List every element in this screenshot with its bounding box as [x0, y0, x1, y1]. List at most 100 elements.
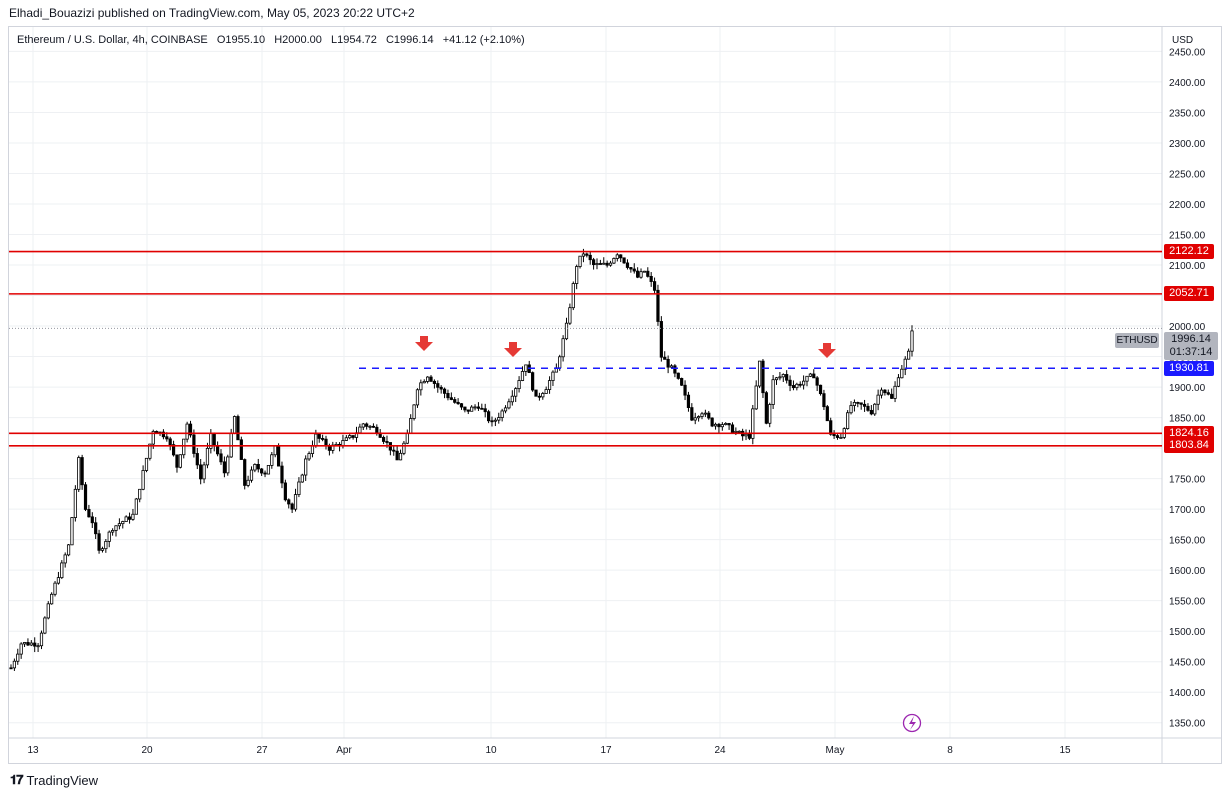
candle-body — [710, 417, 714, 427]
candle-body — [9, 667, 13, 670]
x-tick-label: 27 — [256, 745, 268, 756]
countdown-value: 01:37:14 — [1169, 346, 1213, 358]
candle-body — [500, 410, 504, 418]
candle-body — [761, 360, 765, 394]
candle-body — [592, 259, 596, 266]
candle-body — [212, 432, 216, 446]
candle-body — [768, 404, 772, 424]
candle-body — [476, 406, 481, 409]
candle-body — [219, 453, 223, 463]
candle-body — [222, 461, 226, 474]
candle-body — [520, 371, 525, 381]
candle-body — [33, 642, 37, 647]
candle-body — [188, 423, 193, 436]
candle-body — [673, 365, 677, 374]
candle-body — [168, 438, 172, 446]
y-tick-label: 2250.00 — [1169, 169, 1206, 180]
candle-body — [90, 516, 94, 524]
candle-body — [100, 548, 105, 551]
candle-body — [700, 413, 704, 417]
candle-body — [808, 373, 812, 377]
y-tick-label: 1900.00 — [1169, 383, 1206, 394]
candle-body — [205, 447, 210, 466]
candle-body — [144, 457, 149, 471]
candle-body — [107, 531, 111, 542]
candle-body — [551, 371, 555, 381]
y-tick-label: 2350.00 — [1169, 108, 1206, 119]
candle-body — [104, 540, 108, 550]
candle-body — [307, 453, 311, 460]
currency-label: USD — [1172, 35, 1193, 46]
candle-body — [815, 377, 819, 386]
candle-body — [541, 393, 545, 398]
candle-body — [310, 445, 315, 454]
y-tick-label: 2300.00 — [1169, 139, 1206, 150]
candle-body — [351, 435, 355, 438]
down-arrow-icon — [415, 336, 433, 351]
candle-body — [805, 375, 809, 382]
candle-body — [680, 378, 684, 386]
candle-body — [53, 582, 57, 595]
candle-body — [693, 417, 697, 421]
candle-body — [256, 464, 260, 470]
candle-body — [199, 464, 203, 480]
candle-body — [70, 517, 74, 546]
candle-body — [297, 481, 301, 495]
candle-body — [175, 454, 179, 468]
candle-body — [862, 403, 867, 407]
candle-body — [344, 437, 348, 441]
candle-body — [886, 392, 890, 395]
candle-body — [236, 416, 240, 441]
candle-body — [141, 470, 145, 490]
y-tick-label: 2100.00 — [1169, 261, 1206, 272]
level-price-tag: 2122.12 — [1164, 244, 1214, 260]
candle-body — [317, 433, 321, 439]
y-tick-label: 1400.00 — [1169, 688, 1206, 699]
low-value: L1954.72 — [330, 34, 377, 46]
tradingview-logo[interactable]: 𝟏𝟕 TradingView — [10, 772, 98, 788]
y-tick-label: 1550.00 — [1169, 597, 1206, 608]
candle-body — [80, 457, 84, 486]
candle-body — [459, 403, 464, 408]
candle-body — [636, 270, 640, 278]
x-tick-label: 24 — [714, 745, 726, 756]
candle-body — [717, 423, 721, 428]
candle-body — [239, 439, 243, 460]
candle-body — [12, 660, 16, 669]
candle-body — [151, 431, 155, 445]
chart-legend: Ethereum / U.S. Dollar, 4h, COINBASE O19… — [17, 34, 525, 46]
candle-body — [134, 498, 138, 515]
candle-body — [422, 381, 426, 384]
candle-body — [73, 488, 77, 518]
candle-body — [371, 425, 376, 428]
candle-body — [856, 402, 860, 404]
candle-body — [165, 436, 169, 440]
candle-body — [747, 433, 752, 439]
candle-body — [791, 385, 796, 389]
candle-body — [124, 516, 128, 522]
candle-body — [720, 424, 724, 428]
x-tick-label: 17 — [600, 745, 612, 756]
candle-body — [26, 642, 30, 646]
candle-body — [829, 420, 833, 435]
candle-body — [622, 257, 626, 264]
y-tick-label: 1600.00 — [1169, 566, 1206, 577]
y-tick-label: 1350.00 — [1169, 719, 1206, 730]
candle-body — [774, 377, 779, 381]
candle-body — [131, 513, 135, 520]
candle-body — [161, 431, 166, 438]
close-value: C1996.14 — [385, 34, 434, 46]
candle-body — [595, 263, 599, 266]
candle-body — [276, 445, 281, 467]
candle-body — [138, 488, 142, 500]
candle-body — [497, 417, 501, 421]
candle-body — [263, 472, 267, 475]
candle-body — [764, 392, 768, 424]
level-price-tag: 1930.81 — [1164, 360, 1214, 376]
candle-body — [656, 289, 660, 322]
candle-body — [148, 443, 152, 459]
candle-body — [300, 474, 304, 483]
candle-body — [293, 494, 298, 510]
candle-body — [869, 409, 873, 415]
